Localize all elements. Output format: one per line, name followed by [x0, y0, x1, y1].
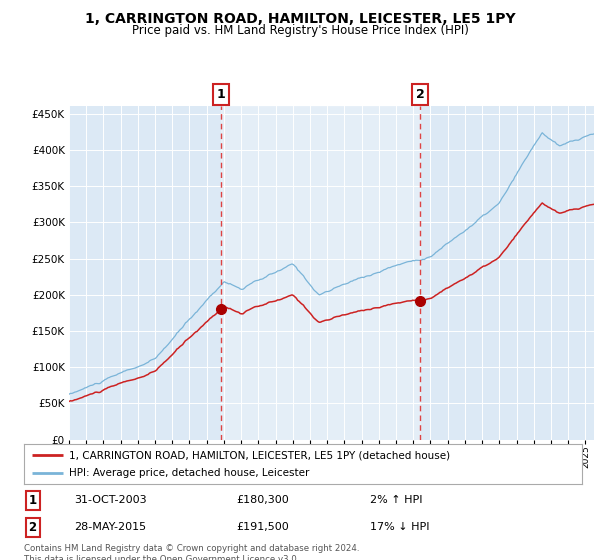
Text: HPI: Average price, detached house, Leicester: HPI: Average price, detached house, Leic…: [68, 468, 309, 478]
Text: 2: 2: [416, 88, 425, 101]
Text: 2% ↑ HPI: 2% ↑ HPI: [370, 495, 422, 505]
Text: 2: 2: [28, 521, 37, 534]
Text: £180,300: £180,300: [236, 495, 289, 505]
Text: 1, CARRINGTON ROAD, HAMILTON, LEICESTER, LE5 1PY: 1, CARRINGTON ROAD, HAMILTON, LEICESTER,…: [85, 12, 515, 26]
Text: 31-OCT-2003: 31-OCT-2003: [74, 495, 147, 505]
Text: 28-MAY-2015: 28-MAY-2015: [74, 522, 146, 533]
Bar: [221, 106, 421, 440]
Text: 1: 1: [217, 88, 226, 101]
Text: £191,500: £191,500: [236, 522, 289, 533]
Text: 17% ↓ HPI: 17% ↓ HPI: [370, 522, 430, 533]
Text: 1: 1: [28, 493, 37, 507]
Text: 1, CARRINGTON ROAD, HAMILTON, LEICESTER, LE5 1PY (detached house): 1, CARRINGTON ROAD, HAMILTON, LEICESTER,…: [68, 450, 450, 460]
Text: Contains HM Land Registry data © Crown copyright and database right 2024.
This d: Contains HM Land Registry data © Crown c…: [24, 544, 359, 560]
Text: Price paid vs. HM Land Registry's House Price Index (HPI): Price paid vs. HM Land Registry's House …: [131, 24, 469, 37]
